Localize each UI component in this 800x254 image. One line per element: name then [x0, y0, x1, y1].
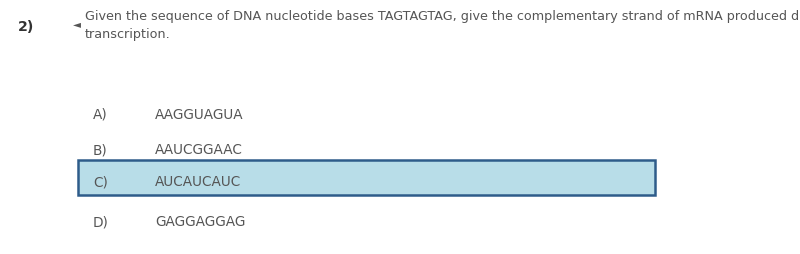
Text: AAUCGGAAC: AAUCGGAAC — [155, 143, 243, 157]
Text: D): D) — [93, 215, 109, 229]
Text: A): A) — [93, 108, 108, 122]
Text: AAGGUAGUA: AAGGUAGUA — [155, 108, 244, 122]
Text: transcription.: transcription. — [85, 28, 170, 41]
Text: AUCAUCAUC: AUCAUCAUC — [155, 175, 242, 189]
Text: C): C) — [93, 175, 108, 189]
Text: Given the sequence of DNA nucleotide bases TAGTAGTAG, give the complementary str: Given the sequence of DNA nucleotide bas… — [85, 10, 800, 23]
Text: ◄︎: ◄︎ — [73, 20, 81, 30]
Bar — [78, 160, 655, 195]
Text: B): B) — [93, 143, 108, 157]
Text: GAGGAGGAG: GAGGAGGAG — [155, 215, 246, 229]
Text: 2): 2) — [18, 20, 34, 34]
